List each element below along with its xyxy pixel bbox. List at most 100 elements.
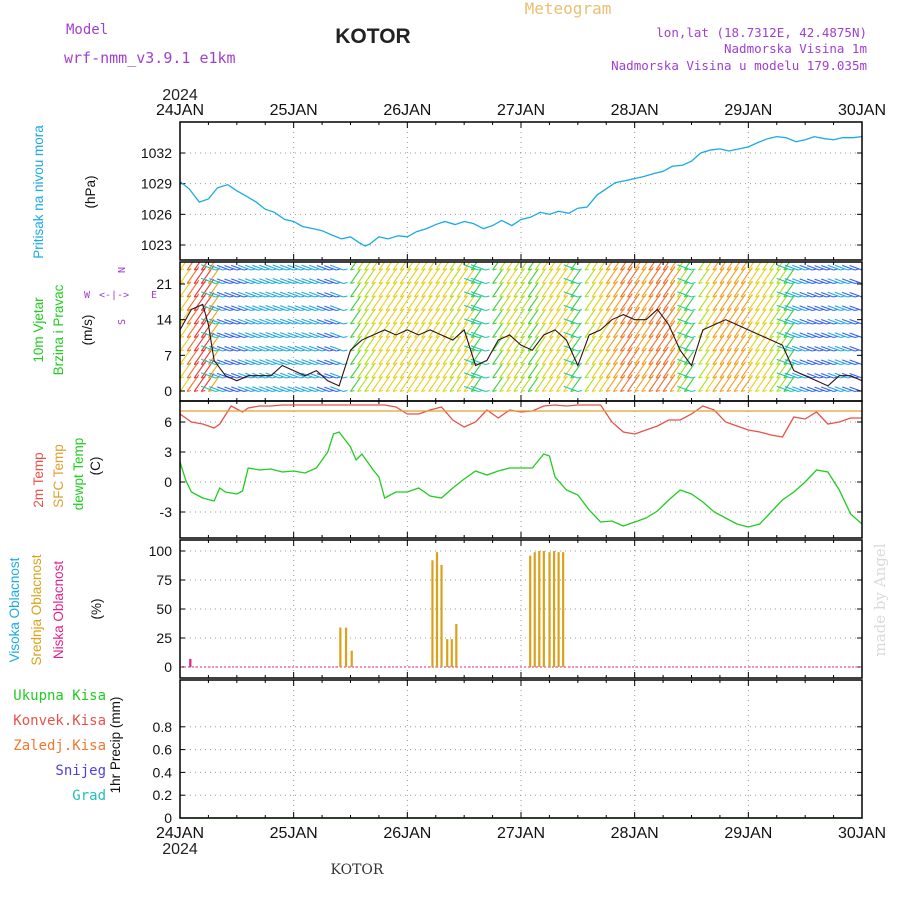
wind-barb [598, 348, 611, 365]
wind-barb [301, 305, 316, 312]
wind-barb [265, 318, 280, 325]
wind-barb-tick [492, 295, 497, 298]
wind-barb [428, 267, 440, 284]
precip-unit-label: 1hr Precip (mm) [108, 697, 123, 794]
mid-cloud-bar [455, 624, 458, 667]
wind-barb [259, 278, 273, 285]
wind-barb [520, 323, 532, 338]
wind-barb [193, 333, 208, 352]
wind-barb [563, 376, 575, 392]
wind-barb [634, 262, 641, 271]
wind-barb-tick [343, 376, 348, 379]
wind-barb [799, 278, 813, 285]
wind-barb-tick [435, 335, 440, 339]
wind-barb [399, 375, 412, 392]
wind-barb [584, 282, 596, 298]
wind-barb-tick [641, 308, 646, 312]
wind-barb [506, 376, 518, 392]
wind-barb [762, 335, 774, 352]
wind-barb-tick [627, 389, 632, 393]
wind-barb [769, 308, 781, 325]
wind-barb [841, 305, 856, 312]
wind-barb-tick [641, 268, 646, 271]
wind-barb [814, 359, 827, 366]
wind-barb-tick [442, 308, 447, 312]
wind-barb [520, 269, 532, 284]
x-tick-label-top: 30JAN [838, 102, 886, 119]
wind-barb [259, 345, 273, 352]
wind-barb [237, 372, 252, 379]
wind-barb [428, 375, 440, 392]
wind-barb [563, 335, 575, 352]
wind-barb [584, 363, 596, 379]
wind-barb [563, 264, 579, 271]
wind-barb [464, 385, 479, 393]
wind-barb [849, 278, 862, 285]
wind-barb [413, 321, 426, 338]
wind-barb [301, 345, 316, 352]
wind-barb [308, 291, 323, 298]
wind-barb-tick [662, 295, 668, 298]
wind-barb [180, 308, 192, 325]
wind-barb-tick [741, 349, 746, 352]
wind-barb-tick [371, 268, 376, 271]
wind-barb-tick [456, 308, 462, 312]
wind-barb [287, 305, 301, 312]
wind-barb-tick [535, 281, 540, 285]
wind-barb [806, 278, 820, 285]
wind-barb [207, 348, 221, 365]
wind-barb [180, 321, 192, 338]
wind-barb-tick [712, 281, 717, 285]
wind-barb-tick [648, 308, 654, 312]
wind-barb [677, 345, 692, 352]
wind-barb-tick [655, 349, 661, 352]
wind-barb-tick [769, 322, 774, 325]
wind-barb-tick [520, 349, 526, 352]
y-tick-label: 21 [156, 276, 172, 292]
wind-barb-tick [499, 376, 504, 379]
wind-barb [548, 267, 561, 284]
wind-barb [591, 267, 604, 284]
wind-barb [712, 321, 725, 338]
wind-barb-tick [385, 295, 391, 298]
wind-barb-tick [591, 308, 597, 312]
wind-barb-tick [755, 376, 760, 379]
wind-barb-tick [414, 349, 419, 352]
wind-barb [776, 262, 784, 271]
wind-barb [301, 372, 316, 379]
wind-barb [294, 386, 309, 393]
mid-cloud-bar [450, 639, 453, 667]
wind-barb [534, 363, 546, 379]
wind-barb [669, 294, 682, 311]
wind-barb-tick [776, 322, 781, 325]
wind-barb [492, 309, 503, 325]
wind-barb-tick [421, 362, 426, 366]
wind-barb-tick [428, 281, 433, 285]
mid-cloud-bar [435, 552, 439, 667]
wind-barb-tick [414, 322, 419, 325]
wind-barb [265, 264, 280, 271]
wind-barb-tick [357, 322, 362, 325]
wind-barb [428, 281, 440, 298]
wind-barb-tick [492, 322, 497, 325]
wind-barb-tick [648, 389, 654, 393]
model-label: Model [66, 22, 108, 38]
wind-barb-tick [194, 281, 199, 285]
wind-barb-tick [599, 362, 604, 366]
wind-barb [350, 262, 357, 271]
wind-barb-tick [428, 335, 433, 339]
wind-barb-tick [620, 349, 625, 352]
wind-barb-tick [677, 335, 682, 339]
wind-barb [784, 278, 799, 285]
wind-barb [329, 278, 344, 285]
temp-2m-label: 2m Temp [31, 452, 46, 507]
wind-barb-tick [407, 376, 412, 379]
wind-barb-tick [499, 295, 504, 298]
wind-barb-tick [435, 268, 440, 271]
wind-barb-tick [364, 308, 369, 312]
wind-barb [548, 335, 561, 352]
wind-barb [827, 386, 841, 393]
wind-barb-tick [414, 376, 419, 379]
wind-barb [193, 306, 208, 325]
wind-barb [776, 385, 792, 393]
